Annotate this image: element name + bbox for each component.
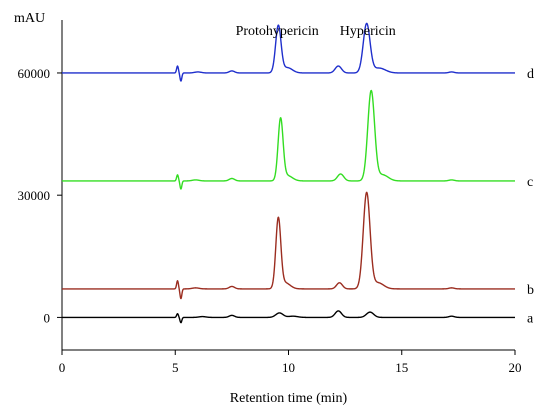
x-tick-label: 5 [172,360,179,375]
y-tick-label: 0 [44,310,51,325]
y-tick-label: 60000 [18,66,51,81]
trace-a [61,310,516,324]
x-tick-label: 20 [509,360,522,375]
trace-label-d: d [527,67,534,82]
trace-b [61,191,516,300]
x-tick-label: 0 [59,360,66,375]
x-tick-label: 15 [395,360,408,375]
x-axis-title: Retention time (min) [230,391,348,406]
labels: mAU Retention time (min) Protohypericin Hyp… [14,11,534,406]
traces [61,22,516,324]
trace-d [61,22,516,82]
trace-label-c: c [527,175,533,190]
peak-annotation: Protohypericin [236,24,319,39]
peak-annotation: Hypericin [340,24,396,39]
y-axis-title: mAU [14,11,45,26]
trace-c [61,89,516,190]
trace-label-a: a [527,311,534,326]
x-tick-label: 10 [282,360,295,375]
trace-label-b: b [527,283,534,298]
axes: 0 5 10 15 20 0 30000 60000 [18,20,522,375]
y-tick-label: 30000 [18,188,51,203]
